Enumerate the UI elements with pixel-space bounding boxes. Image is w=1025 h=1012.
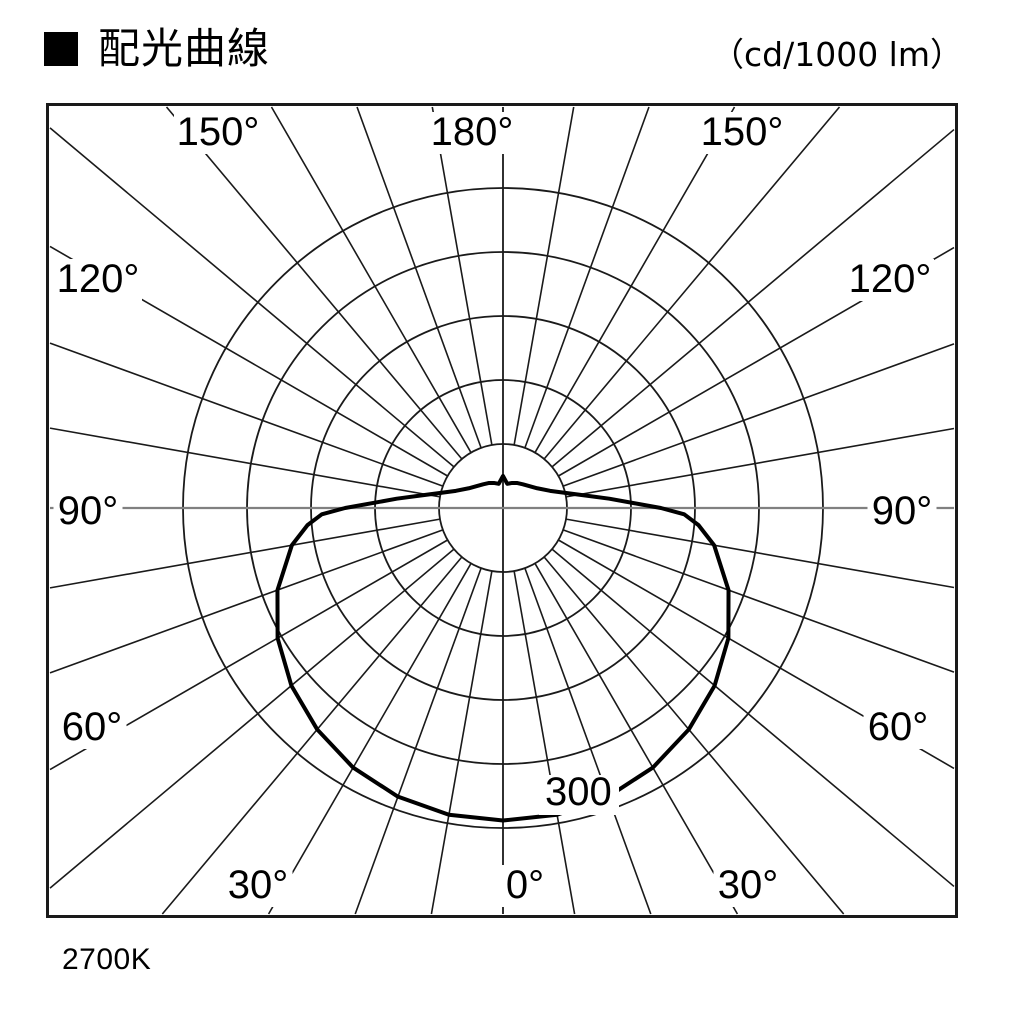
angle-label: 90° xyxy=(58,489,119,533)
chart-frame xyxy=(46,103,958,918)
angle-label: 120° xyxy=(57,257,140,301)
angle-label: 60° xyxy=(62,705,123,749)
units-label: （cd/1000 lm） xyxy=(711,35,963,74)
polar-chart: 300 150° 180° 150° 120° 120° 90° 90° 60° 60° 30° 0°… xyxy=(46,103,958,918)
angle-label: 150° xyxy=(177,110,260,154)
principal-axes xyxy=(50,107,954,914)
angle-label: 0° xyxy=(506,863,544,907)
angular-gridlines xyxy=(49,106,955,915)
color-temperature-label: 2700K xyxy=(62,943,152,976)
filled-square-icon xyxy=(44,32,78,66)
angle-label: 30° xyxy=(228,863,289,907)
ring-value-label: 300 xyxy=(545,770,612,814)
title-group: 配光曲線 xyxy=(44,28,270,70)
angle-label: 120° xyxy=(849,257,932,301)
angle-label: 30° xyxy=(718,863,779,907)
page-title: 配光曲線 xyxy=(98,24,271,73)
angle-label-group: 300 150° 180° 150° 120° 120° 90° 90° 60° 60° 30° 0°… xyxy=(53,110,937,907)
angle-label: 90° xyxy=(872,489,933,533)
polar-chart-svg: 300 150° 180° 150° 120° 120° 90° 90° 60° 60° 30° 0°… xyxy=(46,103,958,918)
distribution-curve xyxy=(275,474,731,823)
angle-label: 60° xyxy=(868,705,929,749)
angle-label: 150° xyxy=(701,110,784,154)
angle-label: 180° xyxy=(431,110,514,154)
figure-header: 配光曲線 （cd/1000 lm） xyxy=(0,0,1025,100)
